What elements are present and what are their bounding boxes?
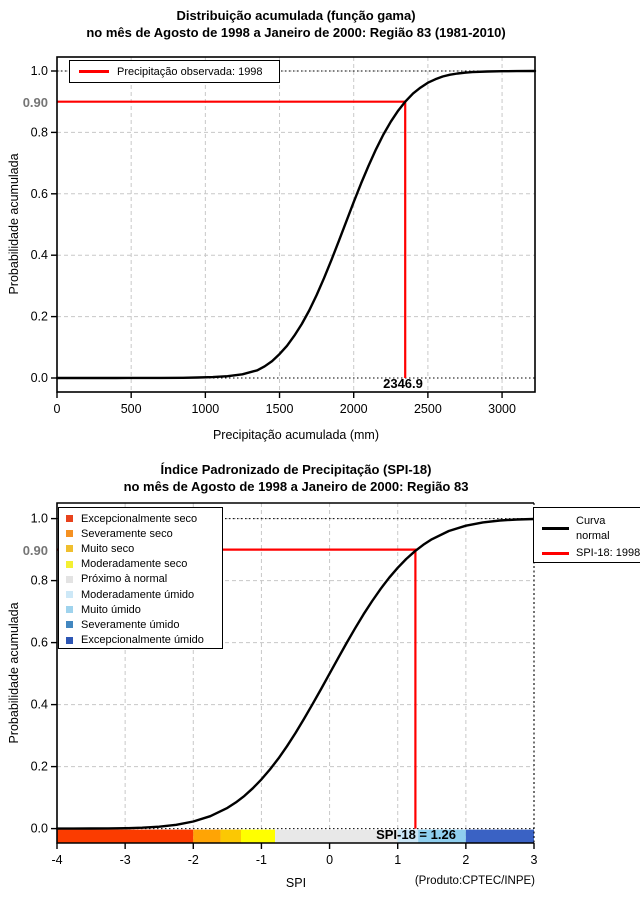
spi-category-label: Próximo à normal [81,573,168,586]
spi-bar-segment [240,829,276,843]
gamma-cdf-marker-line [57,100,407,378]
spi-cdf-frame [56,502,534,844]
observed-line-swatch [79,70,109,73]
spi-category-row: Moderadamente seco [59,557,222,572]
spi-category-row: Excepcionalmente seco [59,511,222,526]
y-tick-label: 0.4 [31,248,48,262]
top-y-axis-label: Probabilidade acumulada [7,153,21,295]
spi-value-annotation: SPI-18 = 1.26 [376,827,456,842]
spi-bar-segment [275,829,398,843]
y-tick-label: 0.2 [31,760,48,774]
spi-category-label: Muito úmido [81,603,141,616]
y-tick-label: 1.0 [31,64,48,78]
spi-category-swatch [66,545,73,553]
normal-curve-swatch [542,527,569,530]
top-x-axis-label: Precipitação acumulada (mm) [212,428,380,442]
spi-category-swatch [66,530,73,538]
x-tick-label: 0 [54,402,61,416]
spi-categories-legend: Excepcionalmente seco Severamente seco Mui… [58,507,223,649]
bottom-highlight-tick-090: 0.90 [22,543,48,558]
y-tick-label: 0.8 [31,574,48,588]
x-tick-label: 0 [326,853,333,867]
x-tick-label: 1500 [266,402,294,416]
spi-category-swatch [66,575,73,583]
spi-category-row: Moderadamente úmido [59,587,222,602]
spi-category-swatch [66,636,73,644]
spi-color-bar [57,829,534,843]
spi-bar-segment [418,829,466,843]
x-tick-label: 3000 [488,402,516,416]
y-tick-label: 0.0 [31,371,48,385]
bottom-x-axis-label: SPI [285,876,307,890]
spi-bar-segment [465,829,534,843]
bottom-chart-subtitle: no mês de Agosto de 1998 a Janeiro de 20… [123,479,469,494]
y-tick-label: 0.2 [31,310,48,324]
y-tick-label: 0.0 [31,822,48,836]
spi-category-row: Severamente seco [59,526,222,541]
top-chart-title: Distribuição acumulada (função gama) [176,8,416,23]
observed-line-label: Precipitação observada: 1998 [117,65,263,78]
top-chart-subtitle: no mês de Agosto de 1998 a Janeiro de 20… [86,25,506,40]
x-tick-label: -4 [51,853,62,867]
bottom-y-axis-label: Probabilidade acumulada [7,602,21,744]
y-tick-label: 0.4 [31,698,48,712]
curve-legend: Curva normal SPI-18: 1998 [533,507,640,563]
spi-category-row: Excepcionalmente úmido [59,633,222,648]
spi-bar-segment [397,829,419,843]
spi-category-label: Excepcionalmente seco [81,512,198,525]
top-highlight-tick-090: 0.90 [22,95,48,110]
spi-category-label: Excepcionalmente úmido [81,634,204,647]
normal-curve-label-line2: normal [576,530,610,542]
spi-cdf-axis-ticks: -4 -3 -2 -1 0 1 2 3 0.0 0.2 0.4 0.6 0.8 1.0 [31,512,538,867]
gamma-cdf-gridlines [56,57,535,392]
gamma-cdf-plot: 0 500 1000 1500 2000 2500 3000 0.0 0.2 0.4 0.6 0.8 1… [31,56,537,416]
y-tick-label: 0.6 [31,187,48,201]
x-tick-label: 1 [394,853,401,867]
spi-1998-swatch [542,552,569,555]
gamma-cdf-curve [55,69,537,380]
spi-category-row: Muito seco [59,541,222,556]
spi-category-row: Próximo à normal [59,572,222,587]
spi-category-label: Moderadamente seco [81,558,188,571]
x-tick-label: -3 [120,853,131,867]
x-tick-label: 1000 [191,402,219,416]
spi-bar-segment [193,829,221,843]
x-tick-label: 3 [531,853,538,867]
spi-category-swatch [66,591,73,599]
observed-precip-annotation: 2346.9 [383,376,423,391]
y-tick-label: 0.8 [31,125,48,139]
spi-category-row: Muito úmido [59,602,222,617]
spi-bar-segment [220,829,241,843]
normal-curve-label-line1: Curva [576,515,606,527]
x-tick-label: 2000 [340,402,368,416]
y-tick-label: 0.6 [31,636,48,650]
top-chart-legend: Precipitação observada: 1998 [69,60,280,83]
spi-1998-label: SPI-18: 1998 [576,547,640,559]
bottom-chart-title: Índice Padronizado de Precipitação (SPI-… [160,462,432,477]
gamma-cdf-axis-ticks: 0 500 1000 1500 2000 2500 3000 0.0 0.2 0.4 0.6 0.8 1… [31,64,516,416]
credit-text: (Produto:CPTEC/INPE) [414,875,535,887]
y-tick-label: 1.0 [31,512,48,526]
x-tick-label: 2500 [414,402,442,416]
x-tick-label: 2 [462,853,469,867]
gamma-cdf-frame [56,56,536,393]
spi-cdf-curve [55,517,536,830]
spi-category-label: Moderadamente úmido [81,588,195,601]
spi-category-label: Severamente seco [81,527,173,540]
x-tick-label: -1 [256,853,267,867]
spi-category-label: Severamente úmido [81,618,180,631]
spi-category-swatch [66,606,73,614]
x-tick-label: -2 [188,853,199,867]
spi-category-label: Muito seco [81,542,135,555]
spi-category-swatch [66,621,73,629]
spi-category-swatch [66,515,73,523]
x-tick-label: 500 [121,402,142,416]
spi-bar-segment [57,829,194,843]
spi-category-row: Severamente úmido [59,617,222,632]
spi-category-swatch [66,560,73,568]
